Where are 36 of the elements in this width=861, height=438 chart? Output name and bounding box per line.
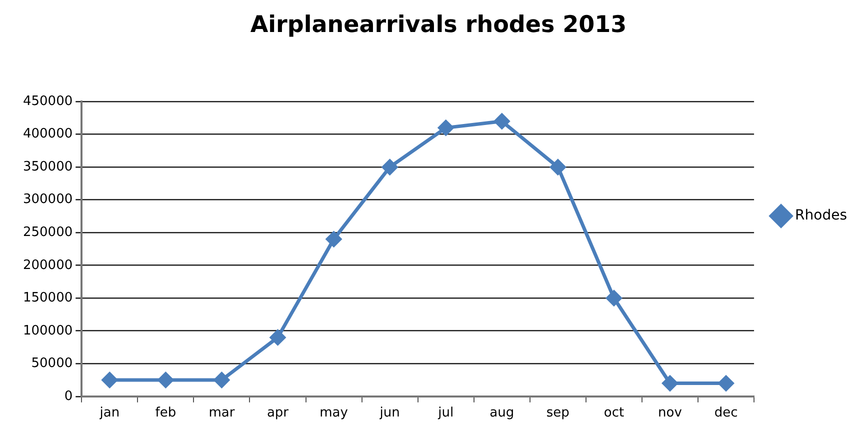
point (158, 372, 174, 388)
point (550, 159, 566, 175)
point (662, 376, 678, 392)
y-tick-label: 150000 (22, 290, 73, 306)
point (326, 231, 342, 247)
chart-title: Airplanearrivals rhodes 2013 (250, 12, 627, 38)
y-tick-label: 450000 (22, 94, 73, 109)
point (438, 120, 454, 136)
point (718, 376, 734, 392)
legend-label: Rhodes (795, 208, 848, 224)
x-tick-label: feb (155, 406, 176, 421)
y-tick-label: 250000 (22, 224, 73, 240)
x-tick-label: jul (437, 406, 454, 421)
x-tick-label: nov (658, 406, 682, 421)
x-tick-label: oct (604, 406, 624, 421)
y-tick-label: 50000 (31, 356, 73, 372)
x-tick-label: mar (208, 406, 236, 421)
y-tick-label: 300000 (22, 192, 73, 208)
point (606, 290, 622, 306)
point (102, 372, 118, 388)
x-tick-label: sep (546, 406, 570, 421)
point (382, 159, 398, 175)
y-tick-label: 100000 (22, 323, 73, 338)
x-tick-label: dec (714, 406, 738, 421)
point (494, 114, 510, 130)
y-tick-label: 350000 (22, 159, 73, 174)
y-tick-label: 0 (64, 388, 73, 404)
point (270, 330, 286, 346)
y-tick-label: 200000 (22, 258, 73, 273)
point (214, 372, 230, 388)
y-tick-label: 400000 (22, 126, 73, 142)
x-tick-label: apr (266, 406, 290, 421)
x-tick-label: may (320, 406, 348, 421)
x-tick-label: jun (378, 406, 400, 421)
x-tick-label: jan (98, 406, 120, 421)
x-tick-label: aug (490, 406, 514, 421)
